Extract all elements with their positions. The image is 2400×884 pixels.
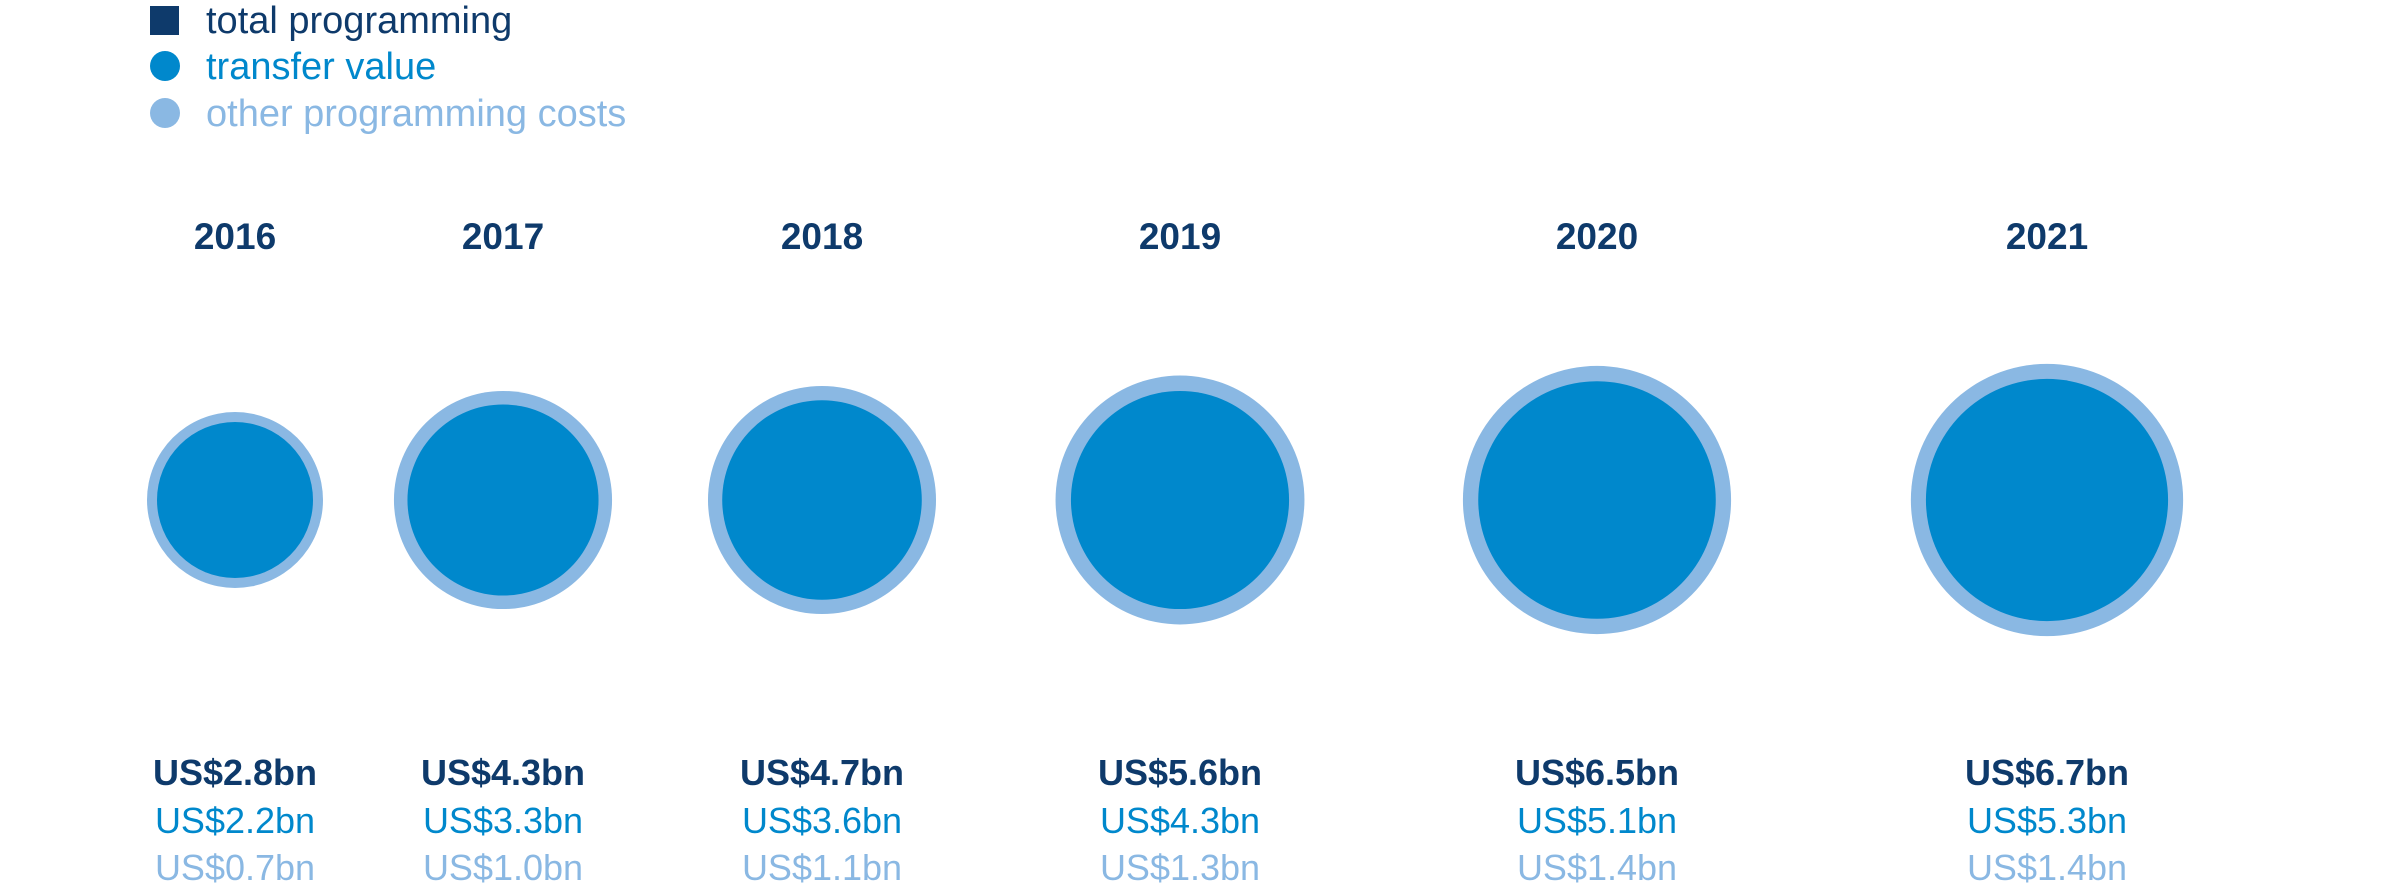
value-total-2021: US$6.7bn (1965, 752, 2129, 793)
value-other-2020: US$1.4bn (1517, 847, 1677, 884)
value-other-2018: US$1.1bn (742, 847, 902, 884)
value-total-2018: US$4.7bn (740, 752, 904, 793)
year-label-2020: 2020 (1556, 216, 1638, 257)
legend-label: other programming costs (206, 93, 626, 135)
value-total-2016: US$2.8bn (153, 752, 317, 793)
year-label-2021: 2021 (2006, 216, 2088, 257)
value-transfer-2020: US$5.1bn (1517, 800, 1677, 841)
legend-marker-circle (150, 51, 180, 81)
year-label-2016: 2016 (194, 216, 276, 257)
bubble-transfer-2017 (407, 404, 599, 596)
value-total-2017: US$4.3bn (421, 752, 585, 793)
bubble-transfer-2018 (722, 400, 922, 600)
value-transfer-2021: US$5.3bn (1967, 800, 2127, 841)
value-other-2017: US$1.0bn (423, 847, 583, 884)
bubble-transfer-2020 (1478, 381, 1716, 619)
value-transfer-2017: US$3.3bn (423, 800, 583, 841)
value-transfer-2016: US$2.2bn (155, 800, 315, 841)
value-other-2019: US$1.3bn (1100, 847, 1260, 884)
year-label-2018: 2018 (781, 216, 863, 257)
value-other-2016: US$0.7bn (155, 847, 315, 884)
bubble-transfer-2021 (1925, 378, 2169, 622)
value-transfer-2019: US$4.3bn (1100, 800, 1260, 841)
value-total-2019: US$5.6bn (1098, 752, 1262, 793)
year-label-2019: 2019 (1139, 216, 1221, 257)
bubble-transfer-2019 (1070, 390, 1290, 610)
year-label-2017: 2017 (462, 216, 544, 257)
value-other-2021: US$1.4bn (1967, 847, 2127, 884)
legend-marker-square (150, 6, 179, 35)
legend-marker-circle (150, 98, 180, 128)
value-labels: US$2.8bn US$4.3bn US$4.7bn US$5.6bn US$6.5bn… (153, 752, 2129, 884)
value-total-2020: US$6.5bn (1515, 752, 1679, 793)
bubble-transfer-2016 (156, 421, 314, 579)
legend-label: transfer value (206, 46, 436, 88)
bubbles (147, 363, 2184, 637)
value-transfer-2018: US$3.6bn (742, 800, 902, 841)
year-labels: 2016 2017 2018 2019 2020 2021 (194, 216, 2088, 257)
legend-label: total programming (206, 0, 512, 42)
